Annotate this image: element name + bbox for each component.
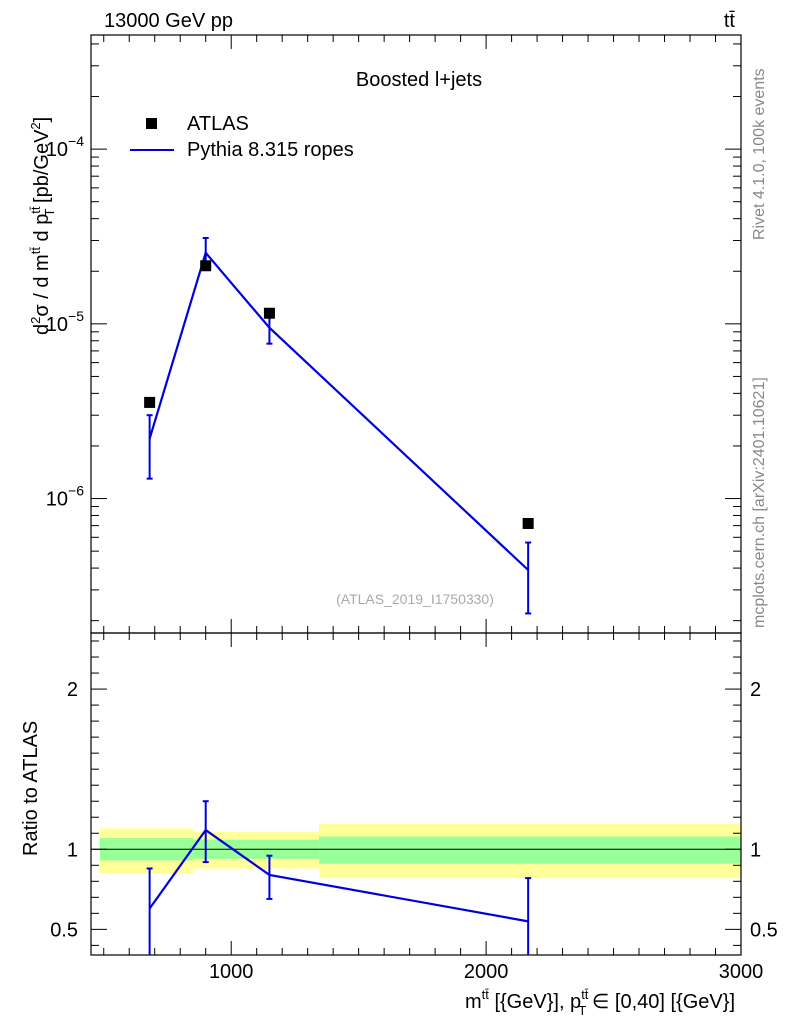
x-tick-label: 3000: [719, 961, 764, 983]
ratio-ylabel: Ratio to ATLAS: [20, 721, 42, 856]
legend-atlas-marker: [146, 118, 157, 129]
mc-line: [148, 250, 529, 571]
side-rivet-text: Rivet 4.1.0, 100k events: [751, 68, 768, 240]
y-tick-label: 10−4: [46, 133, 84, 161]
data-point: [144, 396, 156, 408]
x-tick-label: 2000: [464, 961, 509, 983]
data-point: [263, 307, 275, 319]
legend: ATLAS Pythia 8.315 ropes: [130, 113, 354, 161]
watermark: (ATLAS_2019_I1750330): [336, 591, 494, 607]
side-mcplots-text: mcplots.cern.ch [arXiv:2401.10621]: [751, 377, 768, 628]
ratio-y-tick-label: 2: [67, 679, 78, 701]
ratio-line: [148, 828, 529, 923]
data-point: [200, 260, 212, 272]
ratio-y-tick-label-right: 0.5: [750, 919, 778, 941]
ratio-y-tick-label: 1: [67, 839, 78, 861]
ratio-band-inner: [319, 836, 741, 864]
x-axis-label: mtt̄ [{GeV}], ptt̄ T ∈ [0,40] [{GeV}]: [465, 987, 735, 1018]
header-right: tt̄: [724, 10, 736, 32]
main-ylabel: d2σ / d mtt̄ d ptt̄T [pb/GeV2]: [28, 117, 57, 335]
legend-atlas-label: ATLAS: [187, 113, 249, 135]
ratio-y-tick-label: 0.5: [50, 919, 78, 941]
y-tick-label: 10−5: [46, 308, 84, 336]
legend-pythia-label: Pythia 8.315 ropes: [187, 139, 354, 161]
ratio-y-tick-label-right: 2: [750, 679, 761, 701]
header-left: 13000 GeV pp: [104, 10, 233, 32]
svg-text:d2σ / d mtt̄ d ptt̄T [pb/GeV2]: d2σ / d mtt̄ d ptt̄T [pb/GeV2]: [28, 117, 57, 335]
main-title: Boosted l+jets: [356, 69, 482, 91]
data-point: [522, 517, 534, 529]
y-tick-label: 10−6: [46, 483, 84, 511]
ratio-panel: 1000 2000 3000 0.5 0.5 1 1 2 2: [50, 632, 778, 983]
ratio-frame: [90, 632, 742, 956]
ratio-y-tick-label-right: 1: [750, 839, 761, 861]
svg-text:mtt̄ [{GeV}], ptt̄T ∈ [0,40] [: mtt̄ [{GeV}], ptt̄ T ∈ [0,40] [{GeV}]: [465, 987, 735, 1018]
x-tick-label: 1000: [209, 961, 254, 983]
